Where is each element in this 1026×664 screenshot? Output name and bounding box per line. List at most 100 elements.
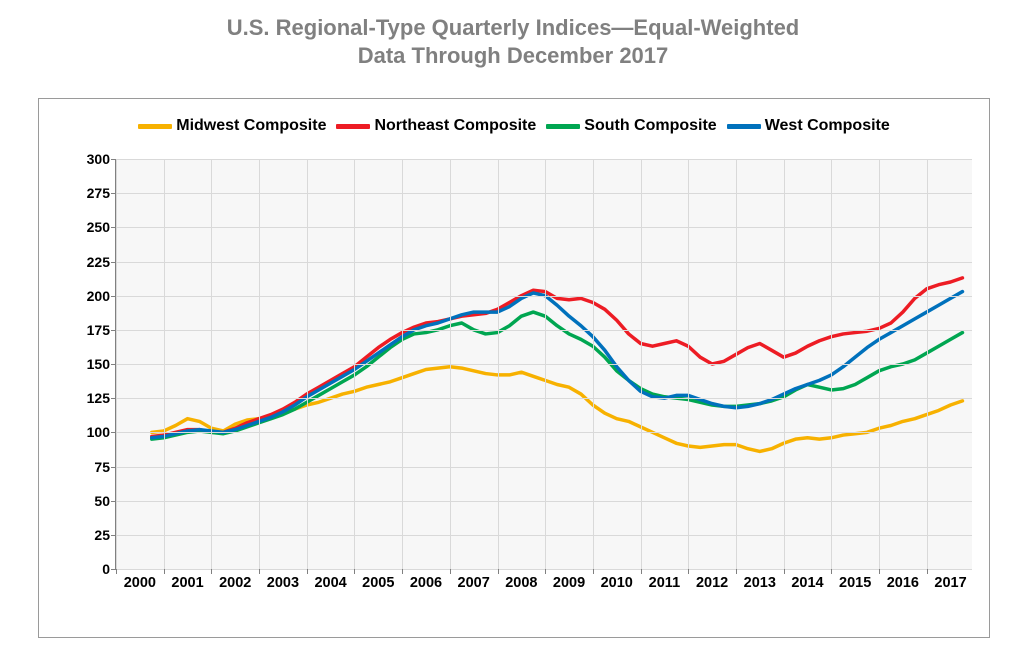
y-tick-label: 225 — [70, 254, 116, 270]
gridline-h — [116, 432, 972, 433]
gridline-v — [116, 159, 117, 569]
gridline-h — [116, 535, 972, 536]
gridline-v — [688, 159, 689, 569]
y-tick-label: 125 — [70, 390, 116, 406]
series-line — [152, 278, 963, 437]
y-tick-label: 150 — [70, 356, 116, 372]
gridline-h — [116, 501, 972, 502]
gridline-h — [116, 227, 972, 228]
gridline-v — [307, 159, 308, 569]
x-tick-label: 2013 — [744, 569, 776, 591]
gridline-v — [545, 159, 546, 569]
x-tick — [688, 569, 689, 574]
x-tick-label: 2017 — [934, 569, 966, 591]
gridline-v — [736, 159, 737, 569]
x-tick-label: 2006 — [410, 569, 442, 591]
x-tick — [116, 569, 117, 574]
gridline-h — [116, 398, 972, 399]
x-tick-label: 2002 — [219, 569, 251, 591]
x-tick — [402, 569, 403, 574]
y-tick-label: 250 — [70, 219, 116, 235]
x-tick-label: 2011 — [649, 569, 680, 591]
x-tick — [927, 569, 928, 574]
series-line — [152, 367, 963, 452]
x-tick — [259, 569, 260, 574]
gridline-v — [641, 159, 642, 569]
legend-swatch — [727, 124, 761, 129]
gridline-v — [927, 159, 928, 569]
legend-label: West Composite — [765, 117, 890, 135]
x-tick — [498, 569, 499, 574]
x-tick-label: 2008 — [505, 569, 537, 591]
x-tick — [545, 569, 546, 574]
x-tick — [641, 569, 642, 574]
plot-area: 0255075100125150175200225250275300200020… — [115, 159, 972, 570]
gridline-v — [164, 159, 165, 569]
x-tick — [211, 569, 212, 574]
x-tick-label: 2007 — [458, 569, 490, 591]
y-tick-label: 25 — [70, 527, 116, 543]
title-line-2: Data Through December 2017 — [0, 42, 1026, 70]
gridline-v — [354, 159, 355, 569]
x-tick-label: 2016 — [887, 569, 919, 591]
x-tick-label: 2009 — [553, 569, 585, 591]
x-tick-label: 2012 — [696, 569, 728, 591]
gridline-h — [116, 330, 972, 331]
gridline-v — [402, 159, 403, 569]
gridline-v — [784, 159, 785, 569]
x-tick — [450, 569, 451, 574]
x-tick-label: 2003 — [267, 569, 299, 591]
y-tick-label: 50 — [70, 493, 116, 509]
legend-label: Northeast Composite — [374, 117, 536, 135]
gridline-h — [116, 159, 972, 160]
x-tick-label: 2005 — [362, 569, 394, 591]
chart-page: U.S. Regional-Type Quarterly Indices—Equ… — [0, 0, 1026, 664]
legend-swatch — [336, 124, 370, 129]
x-tick — [354, 569, 355, 574]
x-tick — [307, 569, 308, 574]
legend-label: Midwest Composite — [176, 117, 326, 135]
gridline-v — [831, 159, 832, 569]
gridline-v — [450, 159, 451, 569]
y-tick-label: 275 — [70, 185, 116, 201]
x-tick-label: 2001 — [171, 569, 203, 591]
x-tick — [164, 569, 165, 574]
gridline-v — [211, 159, 212, 569]
y-tick-label: 0 — [70, 561, 116, 577]
gridline-v — [259, 159, 260, 569]
x-tick-label: 2014 — [791, 569, 823, 591]
legend-item-south: South Composite — [546, 117, 716, 135]
x-tick-label: 2010 — [601, 569, 633, 591]
gridline-h — [116, 296, 972, 297]
x-tick-label: 2004 — [314, 569, 346, 591]
x-tick-label: 2000 — [124, 569, 156, 591]
y-tick-label: 75 — [70, 459, 116, 475]
gridline-h — [116, 193, 972, 194]
legend: Midwest Composite Northeast Composite So… — [39, 117, 989, 135]
legend-item-northeast: Northeast Composite — [336, 117, 536, 135]
x-tick — [879, 569, 880, 574]
x-tick-label: 2015 — [839, 569, 871, 591]
legend-label: South Composite — [584, 117, 716, 135]
y-tick-label: 300 — [70, 151, 116, 167]
gridline-h — [116, 364, 972, 365]
chart-frame: Midwest Composite Northeast Composite So… — [38, 98, 990, 638]
title-block: U.S. Regional-Type Quarterly Indices—Equ… — [0, 0, 1026, 69]
x-tick — [831, 569, 832, 574]
gridline-h — [116, 262, 972, 263]
series-line — [152, 312, 963, 439]
title-line-1: U.S. Regional-Type Quarterly Indices—Equ… — [0, 14, 1026, 42]
legend-item-midwest: Midwest Composite — [138, 117, 326, 135]
x-tick — [593, 569, 594, 574]
gridline-v — [498, 159, 499, 569]
y-tick-label: 175 — [70, 322, 116, 338]
legend-item-west: West Composite — [727, 117, 890, 135]
gridline-h — [116, 467, 972, 468]
legend-swatch — [138, 124, 172, 129]
gridline-v — [593, 159, 594, 569]
x-tick — [736, 569, 737, 574]
y-tick-label: 200 — [70, 288, 116, 304]
gridline-v — [879, 159, 880, 569]
y-tick-label: 100 — [70, 424, 116, 440]
legend-swatch — [546, 124, 580, 129]
